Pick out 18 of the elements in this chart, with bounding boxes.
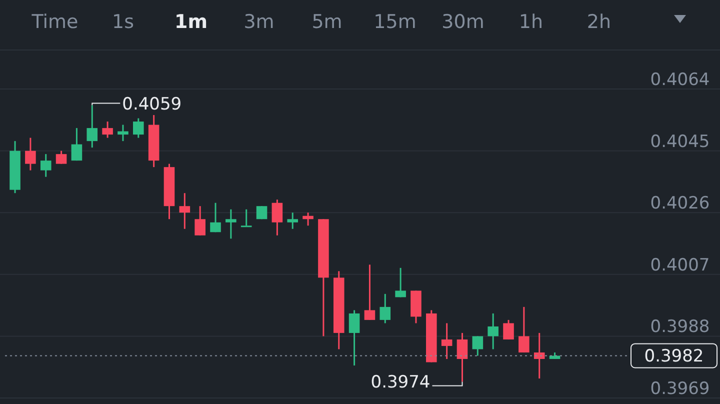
y-tick-label: 0.4064 [650, 70, 710, 90]
annotation: 0.4059 [122, 94, 182, 114]
y-tick-label: 0.4045 [650, 132, 710, 152]
text: 1h [518, 11, 544, 33]
text: 30m [442, 11, 484, 33]
ref-line-label: 0.3982 [644, 346, 704, 367]
y-tick-label: 0.3988 [650, 317, 710, 338]
y-tick-label: 0.4026 [650, 194, 710, 214]
annotation: 0.3974 [370, 372, 430, 393]
y-tick-label: 0.3969 [650, 379, 710, 399]
text: 1m [174, 11, 208, 33]
y-tick-label: 0.4007 [650, 255, 710, 276]
text: Time [30, 11, 78, 33]
text: 2h [586, 11, 612, 33]
text: 3m [244, 11, 274, 33]
text: 1s [112, 11, 134, 33]
text: 5m [312, 11, 342, 33]
text: 15m [374, 11, 416, 33]
